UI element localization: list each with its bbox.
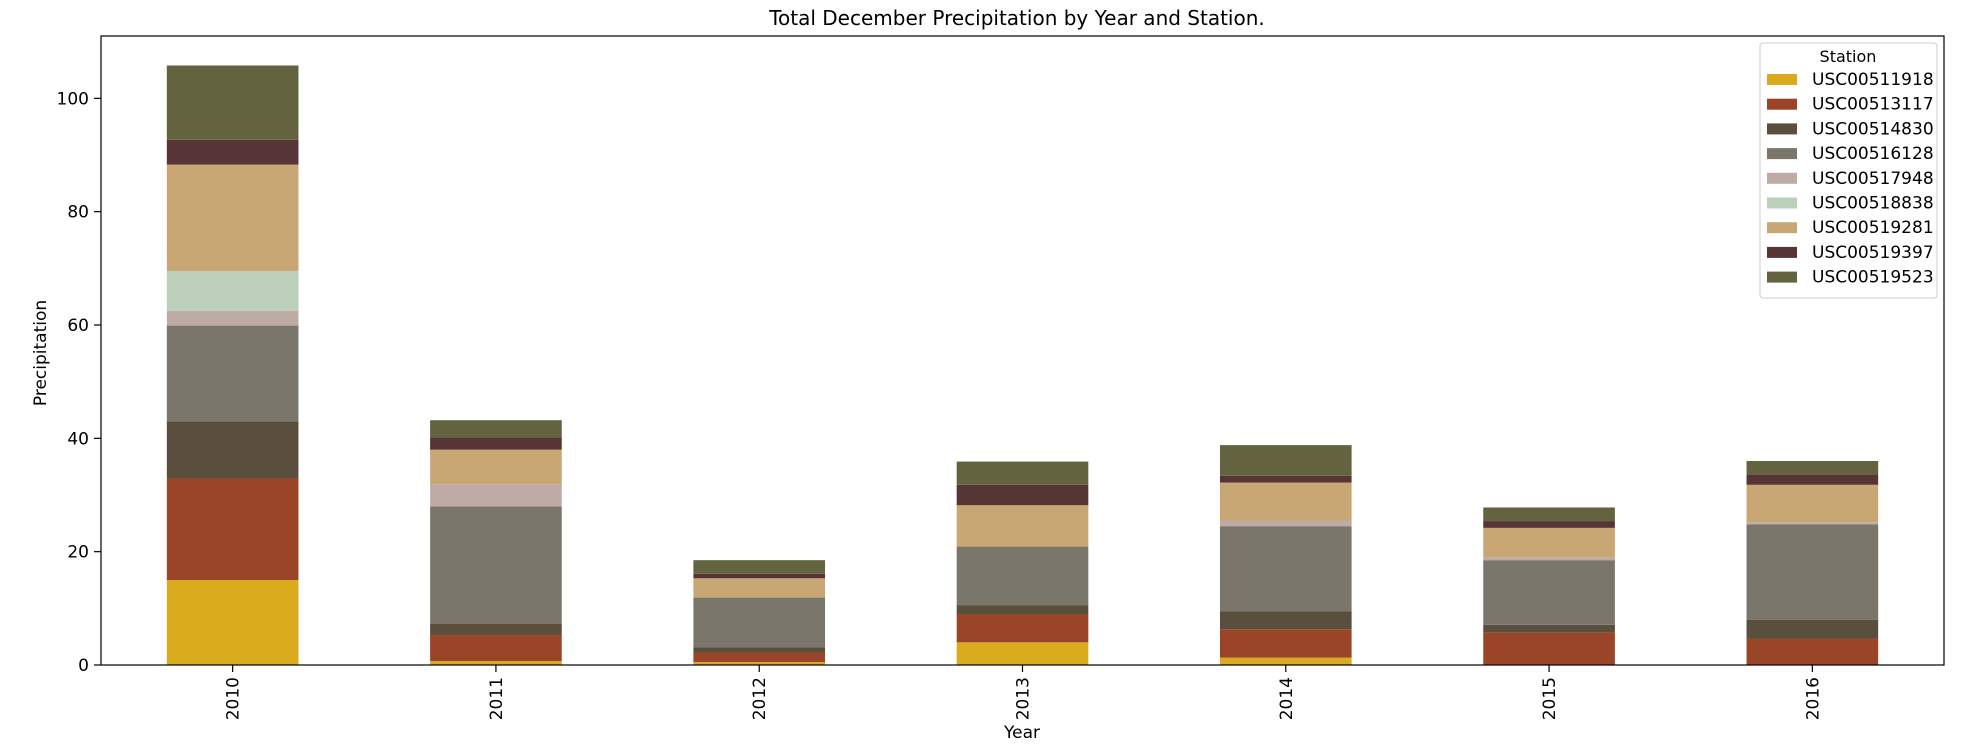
bars-group	[166, 65, 1879, 665]
bar-segment-2014-USC00519523	[1219, 445, 1352, 476]
bar-segment-2015-USC00513117	[1483, 632, 1615, 665]
x-tick-label: 2011	[487, 677, 507, 720]
bar-segment-2013-USC00513117	[956, 614, 1089, 643]
bar-segment-2016-USC00517948	[1746, 522, 1879, 525]
bar-segment-2013-USC00519523	[956, 461, 1089, 485]
x-tick-label: 2013	[1014, 677, 1034, 720]
x-tick-label: 2012	[750, 677, 770, 720]
bar-segment-2016-USC00513117	[1746, 638, 1879, 665]
bar-segment-2011-USC00519523	[430, 420, 562, 438]
bar-segment-2013-USC00519281	[956, 505, 1089, 547]
y-tick-label: 80	[67, 203, 89, 223]
legend-label-USC00519281: USC00519281	[1812, 218, 1934, 238]
bar-segment-2011-USC00519397	[430, 437, 562, 450]
legend-swatch-USC00516128	[1767, 148, 1797, 160]
legend-swatch-USC00513117	[1767, 98, 1797, 110]
x-axis-label: Year	[1003, 723, 1040, 743]
bar-segment-2012-USC00514830	[693, 647, 826, 653]
bar-segment-2015-USC00519281	[1483, 527, 1615, 558]
bar-segment-2010-USC00514830	[166, 421, 299, 479]
bar-segment-2012-USC00519523	[693, 560, 826, 574]
x-tick-label: 2010	[224, 677, 244, 720]
legend-swatch-USC00518838	[1767, 197, 1797, 209]
bar-segment-2013-USC00511918	[956, 642, 1089, 665]
legend-label-USC00518838: USC00518838	[1812, 194, 1934, 214]
bar-segment-2011-USC00514830	[430, 623, 562, 635]
bar-segment-2016-USC00519523	[1746, 461, 1879, 475]
x-tick-label: 2016	[1803, 677, 1823, 720]
legend-swatch-USC00519281	[1767, 222, 1797, 234]
bar-segment-2013-USC00516128	[956, 546, 1089, 606]
bar-segment-2016-USC00519397	[1746, 474, 1879, 485]
legend-label-USC00517948: USC00517948	[1812, 169, 1934, 189]
y-tick-label: 0	[78, 656, 89, 676]
legend-swatch-USC00511918	[1767, 74, 1797, 85]
y-axis-label: Precipitation	[31, 300, 51, 406]
bar-segment-2010-USC00513117	[166, 478, 299, 580]
legend-items: USC00511918 USC00513117 USC00514830 USC0051…	[1767, 70, 1934, 288]
bar-segment-2012-USC00513117	[693, 652, 826, 663]
bar-segment-2011-USC00513117	[430, 634, 562, 662]
bar-segment-2012-USC00519281	[693, 578, 826, 598]
bar-segment-2016-USC00514830	[1746, 619, 1879, 639]
bar-segment-2011-USC00519281	[430, 449, 562, 485]
legend-swatch-USC00514830	[1767, 123, 1797, 135]
bar-segment-2014-USC00514830	[1219, 611, 1352, 630]
y-tick-label: 60	[67, 316, 89, 336]
x-axis: 2010 2011 2012 2013 2014 2015 2016	[224, 665, 1823, 720]
bar-segment-2014-USC00511918	[1219, 657, 1352, 665]
bar-segment-2010-USC00511918	[166, 580, 299, 665]
bar-segment-2010-USC00518838	[166, 271, 299, 311]
bar-segment-2010-USC00519281	[166, 164, 299, 272]
bar-segment-2013-USC00514830	[956, 605, 1089, 614]
bar-segment-2011-USC00511918	[430, 661, 562, 665]
y-tick-label: 20	[67, 543, 89, 563]
legend-frame	[1759, 42, 1938, 299]
bar-segment-2010-USC00517948	[166, 310, 299, 326]
legend-label-USC00513117: USC00513117	[1812, 95, 1934, 115]
bar-segment-2011-USC00516128	[430, 506, 562, 624]
bar-segment-2012-USC00511918	[693, 662, 826, 665]
y-tick-label: 40	[67, 429, 89, 449]
bar-segment-2012-USC00519397	[693, 573, 826, 579]
legend-label-USC00511918: USC00511918	[1812, 70, 1934, 90]
legend-label-USC00519523: USC00519523	[1812, 268, 1934, 288]
legend-swatch-USC00519397	[1767, 246, 1797, 258]
legend-label-USC00516128: USC00516128	[1812, 144, 1934, 164]
chart-title: Total December Precipitation by Year and…	[768, 6, 1265, 30]
y-tick-label: 100	[57, 89, 89, 109]
bar-segment-2014-USC00519397	[1219, 475, 1352, 483]
bar-segment-2015-USC00516128	[1483, 560, 1615, 625]
bar-segment-2014-USC00519281	[1219, 482, 1352, 521]
legend-label-USC00519397: USC00519397	[1812, 243, 1934, 263]
bar-segment-2012-USC00516128	[693, 597, 826, 648]
legend: Station USC00511918 USC00513117 USC0051483…	[1759, 42, 1938, 299]
bar-segment-2016-USC00519281	[1746, 484, 1879, 523]
legend-title: Station	[1820, 47, 1877, 66]
bar-segment-2015-USC00517948	[1483, 557, 1615, 561]
legend-swatch-USC00519523	[1767, 271, 1797, 283]
bar-segment-2013-USC00519397	[956, 484, 1089, 506]
bar-segment-2011-USC00517948	[430, 484, 562, 507]
bar-segment-2015-USC00519397	[1483, 521, 1615, 528]
bar-segment-2015-USC00519523	[1483, 507, 1615, 522]
bar-segment-2014-USC00516128	[1219, 526, 1352, 612]
bar-segment-2016-USC00516128	[1746, 524, 1879, 620]
legend-swatch-USC00517948	[1767, 172, 1797, 184]
x-tick-label: 2014	[1277, 677, 1297, 720]
bar-segment-2014-USC00513117	[1219, 629, 1352, 658]
y-axis: 0 20 40 60 80 100	[57, 89, 101, 676]
legend-label-USC00514830: USC00514830	[1812, 119, 1934, 139]
bar-segment-2010-USC00519523	[166, 65, 299, 140]
bar-segment-2015-USC00514830	[1483, 624, 1615, 633]
bar-segment-2014-USC00517948	[1219, 520, 1352, 527]
bar-segment-2010-USC00519397	[166, 139, 299, 165]
bar-segment-2010-USC00516128	[166, 325, 299, 422]
x-tick-label: 2015	[1540, 677, 1560, 720]
